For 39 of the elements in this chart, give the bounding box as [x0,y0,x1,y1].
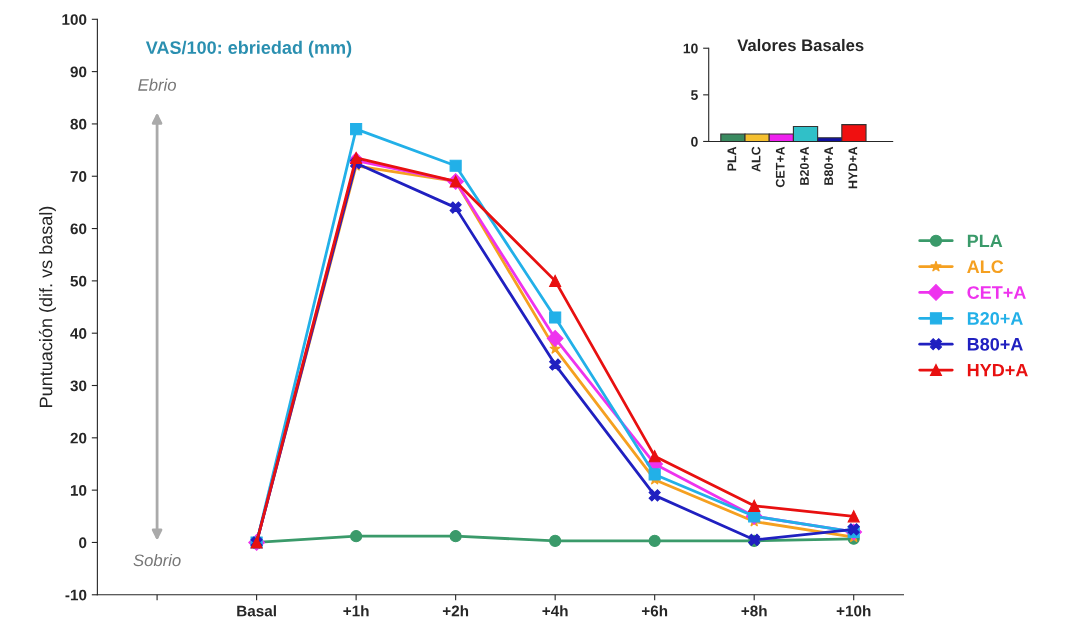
y-tick-label: 0 [691,136,698,147]
y-tick-label: 10 [70,485,87,496]
x-tick-label: +8h [741,605,767,617]
y-tick-label: 40 [70,328,87,339]
x-tick-label: B80+A [824,146,834,185]
y-tick-label: -10 [65,589,87,601]
legend-label: ALC [967,260,1004,274]
x-tick-label: B20+A [800,146,809,185]
text: VAS/100: ebriedad (mm) [145,40,352,58]
legend-label: PLA [967,234,1003,248]
x-tick-label: +6h [641,605,668,617]
y-tick-label: 5 [691,90,698,101]
y-tick-label: 60 [70,223,87,235]
annotation: Sobrio [133,553,181,567]
legend-label: CET+A [967,286,1026,299]
x-tick-label: +4h [542,605,568,617]
y-tick-label: 30 [70,380,87,392]
x-tick-label: +10h [836,605,871,617]
x-tick-label: ALC [751,146,761,172]
y-tick-label: 80 [70,118,87,130]
x-tick-label: +2h [442,605,469,617]
legend-label: B80+A [967,337,1023,351]
legend-label: HYD+A [967,363,1028,377]
y-tick-label: 10 [683,43,698,54]
x-tick-label: Basal [237,605,276,617]
y-tick-label: 70 [70,171,87,182]
x-tick-label: PLA [727,146,737,171]
y-tick-label: 100 [62,14,87,25]
y-axis-title: Puntuación (dif. vs basal) [38,206,56,407]
x-tick-label: HYD+A [848,146,858,189]
chart-title: Valores Basales [737,38,864,52]
annotation: Ebrio [138,78,177,91]
x-tick-label: +1h [343,605,369,617]
x-tick-label: CET+A [775,146,785,188]
y-tick-label: 50 [70,275,87,287]
y-tick-label: 20 [70,432,87,444]
legend-label: B20+A [967,312,1023,325]
y-tick-label: 0 [79,537,87,549]
y-tick-label: 90 [70,66,87,78]
